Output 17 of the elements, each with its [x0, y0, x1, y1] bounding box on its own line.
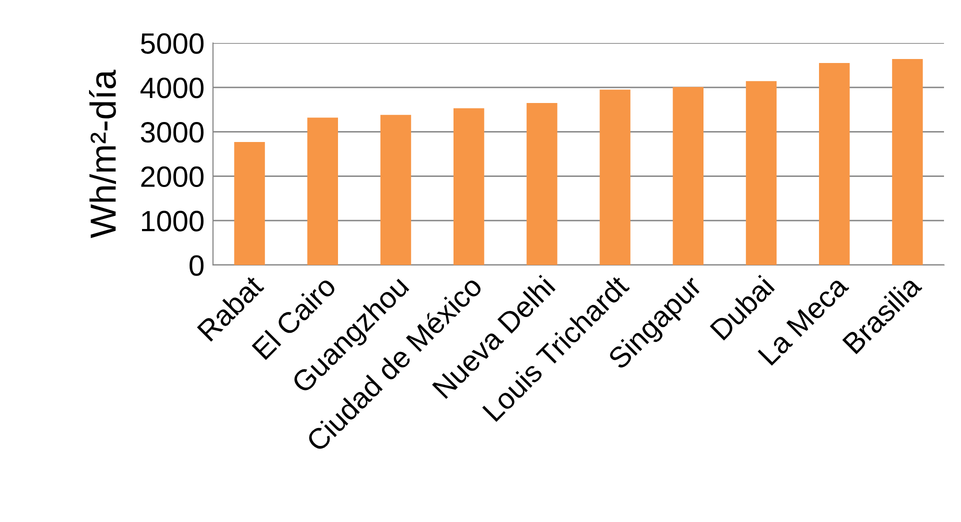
bar [454, 108, 484, 265]
bar [526, 102, 558, 265]
y-tick-label: 0 [190, 255, 204, 276]
bar [892, 58, 923, 265]
bar [672, 86, 704, 265]
y-tick-label: 3000 [140, 122, 204, 143]
y-axis-title: Wh/m²-día [89, 70, 116, 238]
bar [746, 81, 777, 265]
bar [234, 142, 265, 265]
bar [600, 90, 630, 265]
bar [380, 114, 412, 265]
y-tick-label: 2000 [141, 166, 204, 188]
bar [307, 118, 338, 265]
y-tick-label: 5000 [140, 33, 204, 54]
y-tick-label: 1000 [142, 210, 204, 232]
y-tick-label: 4000 [140, 78, 204, 98]
bar [819, 62, 850, 265]
